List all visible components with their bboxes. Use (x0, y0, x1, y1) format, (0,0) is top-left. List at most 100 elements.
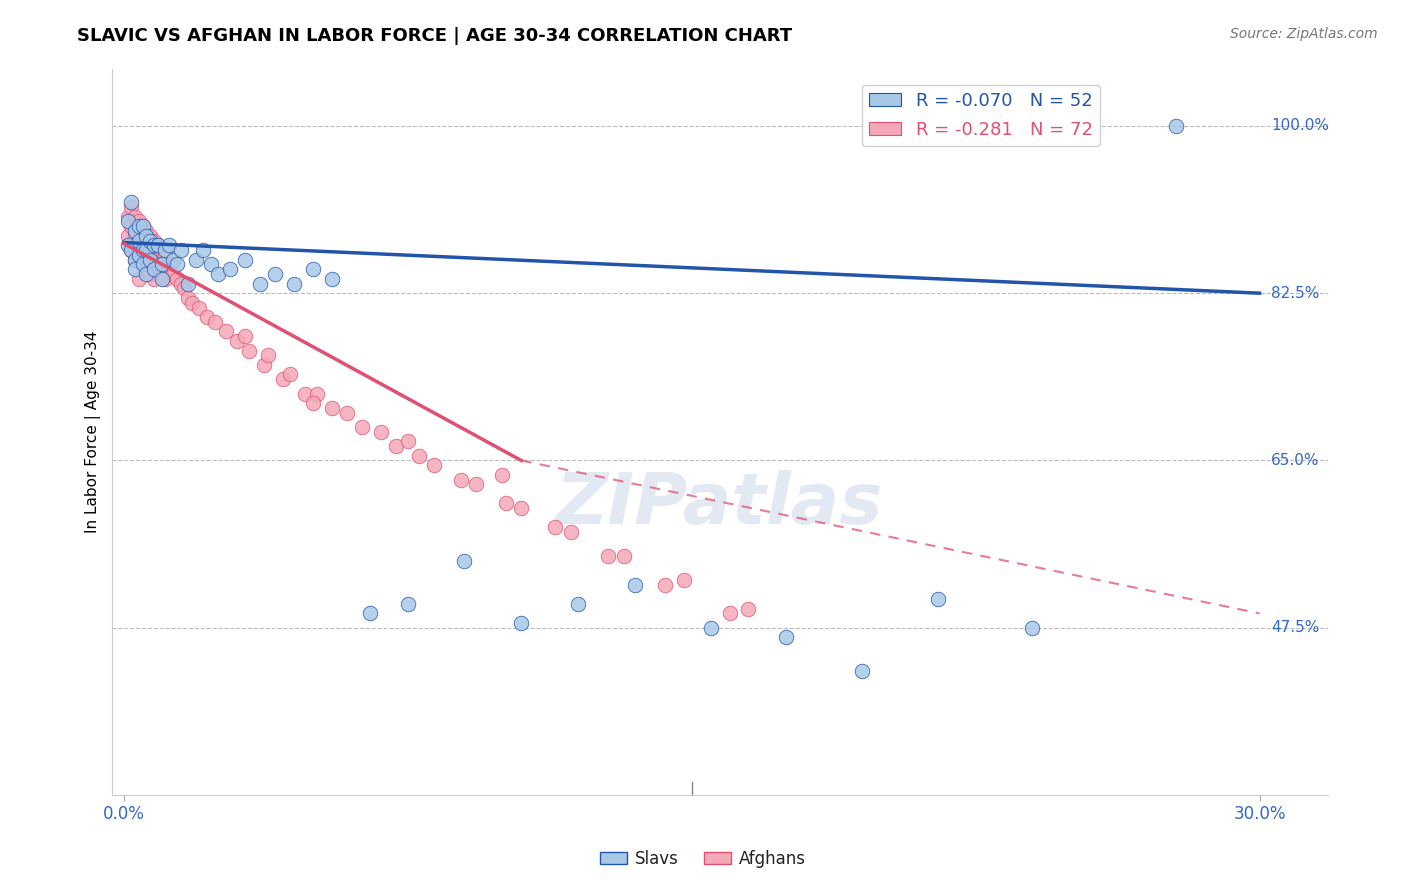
Point (336, 406, 359, 420)
Point (359, 607, 381, 621)
Point (150, 267, 173, 281)
Point (150, 272, 173, 286)
Point (215, 325, 238, 339)
Y-axis label: In Labor Force | Age 30-34: In Labor Force | Age 30-34 (86, 331, 101, 533)
Point (143, 234, 166, 248)
Point (450, 473, 472, 487)
Point (131, 238, 153, 252)
Point (135, 228, 157, 243)
Point (169, 243, 191, 257)
Point (188, 301, 211, 315)
Point (135, 243, 157, 257)
Point (131, 243, 153, 257)
Point (146, 258, 169, 272)
Point (157, 258, 180, 272)
Point (1021, 621, 1043, 635)
Point (135, 262, 157, 277)
Point (131, 219, 153, 234)
Point (560, 525, 582, 540)
Point (128, 214, 150, 228)
Point (143, 252, 166, 267)
Point (117, 228, 139, 243)
Point (612, 549, 634, 563)
Point (184, 252, 207, 267)
Point (510, 501, 533, 516)
Point (238, 343, 260, 358)
Point (120, 243, 142, 257)
Point (302, 396, 325, 410)
Point (139, 228, 162, 243)
Point (233, 329, 256, 343)
Point (150, 243, 173, 257)
Point (180, 295, 202, 310)
Point (177, 277, 200, 291)
Text: 82.5%: 82.5% (1271, 285, 1319, 301)
Point (128, 219, 150, 234)
Point (117, 214, 139, 228)
Legend: R = -0.070   N = 52, R = -0.281   N = 72: R = -0.070 N = 52, R = -0.281 N = 72 (862, 85, 1099, 146)
Legend: Slavs, Afghans: Slavs, Afghans (593, 844, 813, 875)
Point (128, 252, 150, 267)
Point (495, 496, 517, 510)
Point (169, 277, 191, 291)
Point (207, 267, 229, 281)
Point (321, 401, 343, 415)
Point (226, 334, 249, 348)
Point (256, 348, 278, 362)
Point (200, 258, 222, 272)
Point (264, 267, 287, 281)
Point (718, 607, 741, 621)
Point (673, 573, 696, 587)
Point (157, 238, 180, 252)
Point (624, 578, 647, 592)
Point (139, 248, 162, 262)
Point (204, 315, 226, 329)
Point (146, 238, 169, 252)
Point (117, 238, 139, 252)
Point (155, 248, 177, 262)
Point (124, 210, 146, 224)
Point (139, 234, 162, 248)
Point (120, 200, 142, 214)
Point (302, 262, 325, 277)
Point (135, 243, 157, 257)
Point (177, 291, 200, 305)
Text: 47.5%: 47.5% (1271, 620, 1319, 635)
Text: 65.0%: 65.0% (1271, 453, 1319, 468)
Point (408, 449, 430, 463)
Point (124, 262, 146, 277)
Point (396, 597, 419, 611)
Point (131, 258, 153, 272)
Point (155, 243, 177, 257)
Text: 100.0%: 100.0% (1271, 119, 1329, 134)
Point (146, 238, 169, 252)
Point (294, 386, 316, 401)
Point (253, 358, 276, 372)
Point (135, 224, 157, 238)
Point (453, 554, 475, 568)
Point (737, 601, 759, 615)
Point (131, 219, 153, 234)
Point (249, 277, 271, 291)
Text: SLAVIC VS AFGHAN IN LABOR FORCE | AGE 30-34 CORRELATION CHART: SLAVIC VS AFGHAN IN LABOR FORCE | AGE 30… (77, 27, 793, 45)
Point (195, 310, 218, 324)
Point (120, 219, 142, 234)
Point (124, 228, 146, 243)
Point (128, 234, 150, 248)
Point (120, 243, 142, 257)
Point (544, 520, 567, 534)
Point (166, 258, 188, 272)
Text: ZIPatlas: ZIPatlas (557, 470, 884, 539)
Point (370, 425, 392, 439)
Point (1166, 119, 1188, 133)
Point (598, 549, 620, 563)
Point (150, 258, 173, 272)
Point (396, 434, 419, 449)
Point (124, 252, 146, 267)
Point (173, 281, 195, 295)
Point (233, 252, 256, 267)
Point (271, 372, 294, 386)
Point (128, 248, 150, 262)
Point (128, 234, 150, 248)
Point (654, 578, 676, 592)
